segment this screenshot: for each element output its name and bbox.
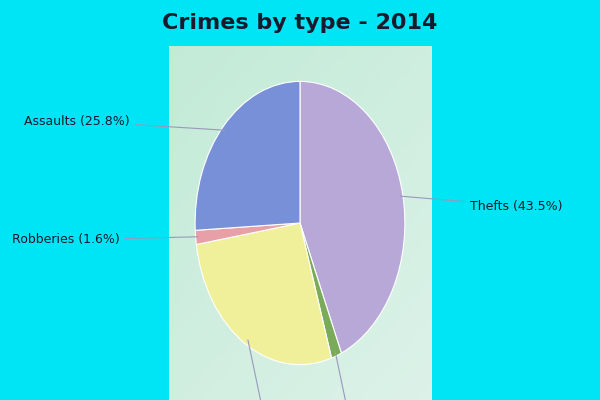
Text: Crimes by type - 2014: Crimes by type - 2014 [163, 13, 437, 33]
Text: Burglaries (27.4%): Burglaries (27.4%) [215, 340, 332, 400]
Wedge shape [196, 223, 332, 364]
Text: Thefts (43.5%): Thefts (43.5%) [400, 196, 562, 212]
Wedge shape [300, 223, 341, 358]
Text: Assaults (25.8%): Assaults (25.8%) [25, 114, 225, 130]
Text: Robberies (1.6%): Robberies (1.6%) [12, 234, 198, 246]
Wedge shape [195, 223, 300, 244]
Wedge shape [300, 81, 405, 353]
Wedge shape [195, 81, 300, 230]
Text: Murders (1.6%): Murders (1.6%) [310, 352, 406, 400]
